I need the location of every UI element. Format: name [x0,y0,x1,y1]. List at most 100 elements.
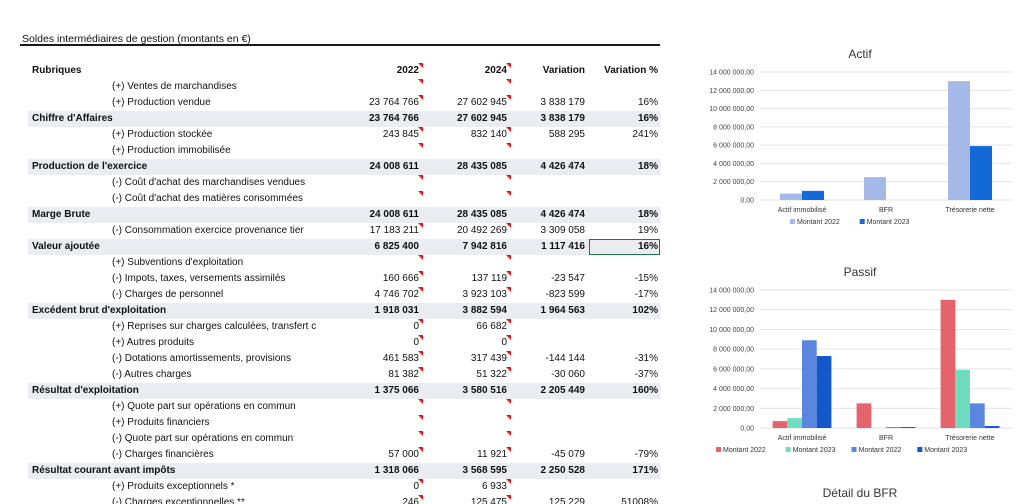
cell-variation[interactable]: 4 426 474 [540,209,586,220]
cell-variation[interactable]: 3 309 058 [540,225,586,236]
row-label[interactable]: (-) Autres charges [112,369,192,380]
row-label[interactable]: (-) Impots, taxes, versements assimilés [112,273,286,284]
cell-2024[interactable]: 137 119 [471,273,507,284]
row-label[interactable]: (+) Quote part sur opérations en commun [112,401,296,412]
cell-variation-pct[interactable]: 16% [637,113,658,124]
row-label[interactable]: (+) Produits financiers [112,417,210,428]
cell-2022[interactable]: 24 008 611 [369,209,420,220]
cell-variation[interactable]: 4 426 474 [540,161,586,172]
cell-variation[interactable]: 1 964 563 [540,305,586,316]
cell-2024[interactable]: 20 492 269 [456,225,507,236]
cell-2022[interactable]: 23 764 766 [368,113,419,124]
row-label[interactable]: (+) Ventes de marchandises [112,81,237,92]
header-rubriques[interactable]: Rubriques [32,65,82,76]
cell-variation-pct[interactable]: 18% [637,161,658,172]
cell-2024[interactable]: 3 882 594 [462,305,508,316]
cell-variation[interactable]: -45 079 [551,449,585,460]
row-label[interactable]: (+) Production vendue [112,97,211,108]
cell-variation[interactable]: 1 117 416 [541,241,585,252]
cell-variation-pct[interactable]: -37% [634,369,658,380]
row-label[interactable]: (+) Production stockée [112,129,213,140]
header-2024[interactable]: 2024 [484,65,507,76]
cell-2022[interactable]: 4 746 702 [374,289,420,300]
row-label[interactable]: (+) Subventions d'exploitation [112,257,244,268]
cell-2024[interactable]: 27 602 945 [456,113,507,124]
cell-2022[interactable]: 24 008 611 [369,161,420,172]
cell-2024[interactable]: 832 140 [470,129,507,140]
cell-2022[interactable]: 17 183 211 [369,225,419,236]
cell-2022[interactable]: 1 918 031 [374,305,420,316]
cell-2022[interactable]: 0 [413,321,419,332]
cell-variation-pct[interactable]: 102% [632,305,658,316]
row-label[interactable]: (-) Charges de personnel [112,289,224,300]
cell-variation-pct[interactable]: 18% [637,209,658,220]
row-label[interactable]: (-) Dotations amortissements, provisions [112,353,291,364]
cell-variation[interactable]: -144 144 [545,353,585,364]
cell-2022[interactable]: 57 000 [388,449,419,460]
cell-2024[interactable]: 3 568 595 [462,465,508,476]
cell-variation-pct[interactable]: 16% [637,97,658,108]
cell-variation[interactable]: -823 599 [545,289,585,300]
row-label[interactable]: (-) Consommation exercice provenance tie… [112,225,304,236]
cell-2024[interactable]: 51 322 [476,369,507,380]
cell-2022[interactable]: 0 [413,481,419,492]
cell-variation[interactable]: 3 838 179 [540,113,586,124]
row-label[interactable]: Marge Brute [32,209,91,220]
cell-variation-pct[interactable]: -31% [634,353,658,364]
cell-2024[interactable]: 317 439 [470,353,507,364]
cell-2022[interactable]: 1 375 066 [374,385,420,396]
row-label[interactable]: (+) Produits exceptionnels * [112,481,235,492]
row-label[interactable]: Valeur ajoutée [32,241,100,252]
cell-2024[interactable]: 11 921 [477,449,507,460]
cell-2022[interactable]: 81 382 [388,369,419,380]
cell-variation-pct[interactable]: 171% [632,465,658,476]
cell-variation[interactable]: -23 547 [551,273,585,284]
header-variation-pct[interactable]: Variation % [604,65,658,76]
cell-2024[interactable]: 27 602 945 [456,97,507,108]
row-label[interactable]: (+) Reprises sur charges calculées, tran… [112,321,317,332]
cell-2024[interactable]: 28 435 085 [456,209,507,220]
row-label[interactable]: (-) Quote part sur opérations en commun [112,433,294,444]
cell-2024[interactable]: 28 435 085 [456,161,507,172]
cell-variation-pct[interactable]: 19% [637,225,658,236]
cell-variation[interactable]: 2 205 449 [540,385,586,396]
row-label[interactable]: (+) Production immobilisée [112,145,231,156]
header-2022[interactable]: 2022 [396,65,419,76]
row-label[interactable]: (-) Coût d'achat des marchandises vendue… [112,177,306,188]
cell-2022[interactable]: 6 825 400 [374,241,420,252]
cell-2022[interactable]: 160 666 [382,273,419,284]
cell-variation-pct[interactable]: 160% [632,385,658,396]
cell-2022[interactable]: 1 318 066 [374,465,420,476]
cell-2024[interactable]: 6 933 [481,481,507,492]
chart-passif[interactable]: 0,00 2 000 000,00 4 000 000,00 6 000 000,00… [690,284,1020,464]
cell-variation[interactable]: 588 295 [548,129,585,140]
chart-actif[interactable]: 0,00 2 000 000,00 4 000 000,00 6 000 000,00… [690,66,1020,236]
row-label[interactable]: (-) Charges exceptionnelles ** [112,497,245,504]
cell-2022[interactable]: 246 [402,497,419,504]
row-label[interactable]: Résultat courant avant impôts [32,465,176,476]
cell-2024[interactable]: 66 682 [476,321,507,332]
row-label[interactable]: (-) Charges financières [112,449,214,460]
cell-variation-pct[interactable]: 51008% [621,497,658,504]
cell-variation-pct[interactable]: -15% [634,273,658,284]
row-label[interactable]: Chiffre d'Affaires [32,113,113,124]
cell-variation[interactable]: 2 250 528 [540,465,586,476]
cell-2022[interactable]: 243 845 [382,129,419,140]
cell-2024[interactable]: 3 580 516 [462,385,508,396]
cell-variation-pct[interactable]: 16% [637,241,658,252]
cell-variation-pct[interactable]: -79% [634,449,658,460]
cell-2024[interactable]: 7 942 816 [462,241,508,252]
row-label[interactable]: Excédent brut d'exploitation [32,305,167,316]
cell-2022[interactable]: 23 764 766 [368,97,419,108]
cell-variation[interactable]: -30 060 [551,369,585,380]
cell-2022[interactable]: 461 583 [382,353,419,364]
cell-variation[interactable]: 3 838 179 [540,97,586,108]
cell-variation-pct[interactable]: 241% [632,129,658,140]
cell-variation[interactable]: 125 229 [548,497,585,504]
cell-variation-pct[interactable]: -17% [634,289,658,300]
cell-2024[interactable]: 3 923 103 [462,289,508,300]
cell-2024[interactable]: 125 475 [470,497,507,504]
row-label[interactable]: Production de l'exercice [32,161,148,172]
header-variation[interactable]: Variation [542,65,585,76]
cell-2024[interactable]: 0 [501,337,507,348]
